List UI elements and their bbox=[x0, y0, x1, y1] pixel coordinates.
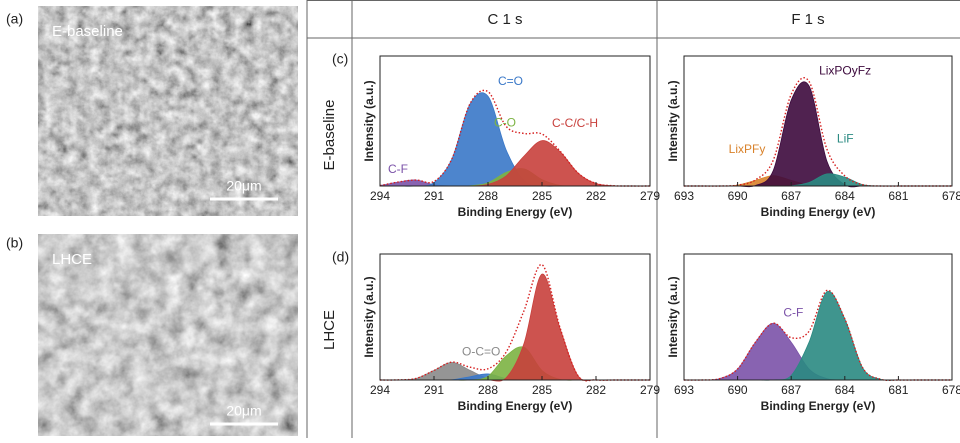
y-axis-label: Intensity (a.u.) bbox=[362, 80, 376, 161]
x-tick-label: 678 bbox=[942, 383, 960, 397]
panel-label: (a) bbox=[6, 11, 23, 27]
y-axis-label: Intensity (a.u.) bbox=[666, 80, 680, 161]
image-label: LHCE bbox=[52, 251, 92, 268]
x-tick-label: 693 bbox=[674, 189, 694, 203]
x-tick-label: 288 bbox=[478, 189, 498, 203]
x-tick-label: 282 bbox=[586, 383, 606, 397]
x-tick-label: 288 bbox=[478, 383, 498, 397]
row-header: E-baseline bbox=[321, 100, 338, 171]
x-tick-label: 285 bbox=[532, 189, 552, 203]
scale-label: 20μm bbox=[226, 178, 261, 194]
image-label: E-baseline bbox=[52, 23, 123, 40]
x-tick-label: 282 bbox=[586, 189, 606, 203]
peak-component bbox=[380, 274, 650, 381]
y-axis-label: Intensity (a.u.) bbox=[666, 276, 680, 357]
x-tick-label: 690 bbox=[728, 189, 748, 203]
peak-label: LixPOyFz bbox=[819, 64, 871, 78]
peak-label: C=O bbox=[498, 74, 523, 88]
peak-label: LiF bbox=[837, 131, 854, 145]
scale-label: 20μm bbox=[226, 403, 261, 419]
x-axis-label: Binding Energy (eV) bbox=[761, 399, 876, 413]
peak-label: LixPFy bbox=[729, 142, 766, 156]
panel-label: (d) bbox=[332, 249, 349, 265]
x-tick-label: 687 bbox=[781, 189, 801, 203]
x-tick-label: 279 bbox=[640, 383, 660, 397]
x-tick-label: 279 bbox=[640, 189, 660, 203]
y-axis-label: Intensity (a.u.) bbox=[362, 276, 376, 357]
peak-component bbox=[380, 141, 650, 187]
x-tick-label: 294 bbox=[370, 383, 390, 397]
x-tick-label: 291 bbox=[424, 383, 444, 397]
x-tick-label: 294 bbox=[370, 189, 390, 203]
x-tick-label: 684 bbox=[835, 189, 855, 203]
row-header: LHCE bbox=[321, 310, 338, 350]
column-header: C 1 s bbox=[487, 11, 522, 28]
x-tick-label: 678 bbox=[942, 189, 960, 203]
x-tick-label: 690 bbox=[728, 383, 748, 397]
peak-component bbox=[684, 82, 952, 187]
peak-label: O-C=O bbox=[462, 344, 500, 358]
x-tick-label: 681 bbox=[888, 383, 908, 397]
x-axis-label: Binding Energy (eV) bbox=[458, 205, 573, 219]
x-tick-label: 285 bbox=[532, 383, 552, 397]
x-tick-label: 693 bbox=[674, 383, 694, 397]
column-header: F 1 s bbox=[791, 11, 824, 28]
peak-label: C-O bbox=[494, 116, 516, 130]
peak-label: C-C/C-H bbox=[552, 116, 598, 130]
x-axis-label: Binding Energy (eV) bbox=[458, 399, 573, 413]
panel-label: (b) bbox=[6, 235, 23, 251]
x-tick-label: 681 bbox=[888, 189, 908, 203]
x-tick-label: 291 bbox=[424, 189, 444, 203]
x-axis-label: Binding Energy (eV) bbox=[761, 205, 876, 219]
x-tick-label: 684 bbox=[835, 383, 855, 397]
x-tick-label: 687 bbox=[781, 383, 801, 397]
peak-component bbox=[684, 291, 952, 380]
figure: (a) E-baseline 20μm (b) LHCE 20μm C 1 s … bbox=[0, 0, 960, 438]
peak-label: C-F bbox=[783, 305, 803, 319]
panel-label: (c) bbox=[332, 51, 348, 67]
peak-label: C-F bbox=[388, 162, 408, 176]
